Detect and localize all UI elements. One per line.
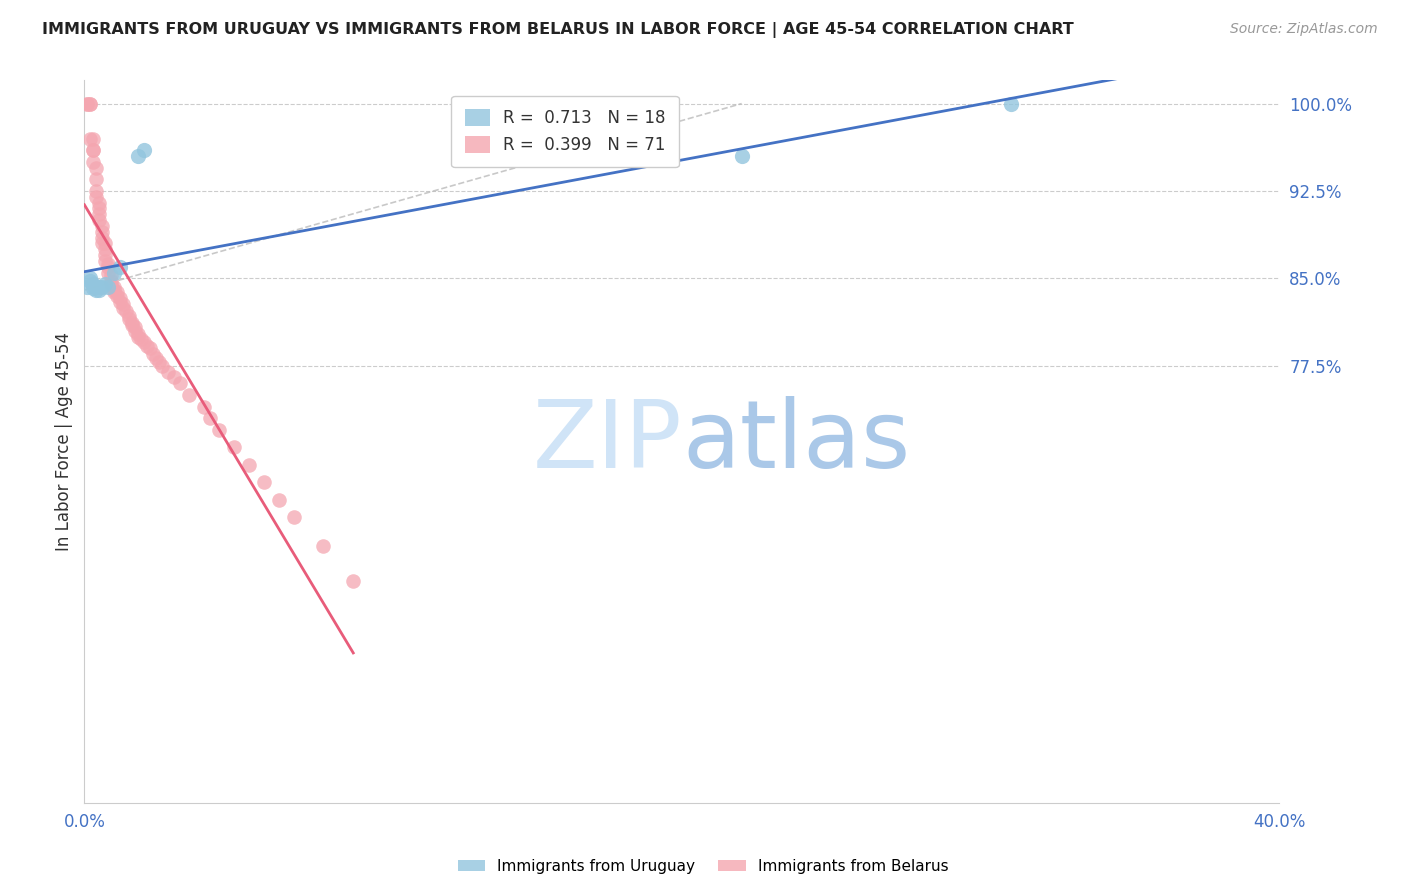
Text: atlas: atlas [682, 395, 910, 488]
Point [103, 283, 125, 297]
Point [169, 376, 191, 391]
Point [342, 574, 364, 589]
Point [97, 257, 120, 271]
Point [127, 149, 149, 163]
Point [208, 423, 231, 437]
Point [79, 96, 101, 111]
Point [86, 283, 108, 297]
Point [124, 324, 146, 338]
Point [86, 161, 108, 175]
Point [127, 329, 149, 343]
Legend: R =  0.713   N = 18, R =  0.399   N = 71: R = 0.713 N = 18, R = 0.399 N = 71 [451, 95, 679, 167]
Point [82, 154, 104, 169]
Point [177, 388, 200, 402]
Point [89, 279, 111, 293]
Point [91, 230, 114, 244]
Point [91, 236, 114, 251]
Point [198, 411, 221, 425]
Point [103, 266, 125, 280]
Point [150, 359, 173, 373]
Point [97, 279, 120, 293]
Point [91, 219, 114, 233]
Point [312, 540, 335, 554]
Point [89, 202, 111, 216]
Point [82, 131, 104, 145]
Point [731, 149, 754, 163]
Point [100, 268, 122, 282]
Point [1000, 96, 1022, 111]
Point [97, 260, 120, 274]
Point [121, 316, 143, 330]
Point [157, 365, 180, 379]
Point [163, 370, 186, 384]
Point [86, 184, 108, 198]
Point [94, 242, 117, 256]
Point [129, 332, 152, 346]
Point [118, 309, 141, 323]
Point [82, 281, 104, 295]
Point [76, 96, 98, 111]
Point [82, 143, 104, 157]
Point [100, 274, 122, 288]
Point [89, 207, 111, 221]
Text: IMMIGRANTS FROM URUGUAY VS IMMIGRANTS FROM BELARUS IN LABOR FORCE | AGE 45-54 CO: IMMIGRANTS FROM URUGUAY VS IMMIGRANTS FR… [42, 22, 1074, 38]
Point [76, 279, 98, 293]
Point [193, 400, 215, 414]
Point [112, 301, 135, 315]
Point [86, 279, 108, 293]
Point [148, 355, 170, 369]
Point [89, 195, 111, 210]
Point [89, 283, 111, 297]
Point [94, 254, 117, 268]
Point [86, 190, 108, 204]
Point [91, 225, 114, 239]
Point [79, 131, 101, 145]
Point [283, 510, 305, 524]
Point [97, 266, 120, 280]
Point [94, 248, 117, 262]
Point [267, 492, 290, 507]
Point [103, 279, 125, 293]
Point [82, 277, 104, 292]
Point [115, 304, 138, 318]
Point [253, 475, 276, 490]
Point [142, 347, 165, 361]
Point [105, 289, 128, 303]
Point [238, 458, 260, 472]
Point [82, 143, 104, 157]
Point [94, 236, 117, 251]
Point [112, 297, 135, 311]
Point [91, 279, 114, 293]
Point [222, 441, 245, 455]
Point [76, 96, 98, 111]
Point [110, 294, 132, 309]
Point [127, 327, 149, 342]
Point [139, 341, 162, 355]
Text: ZIP: ZIP [533, 395, 682, 488]
Legend: Immigrants from Uruguay, Immigrants from Belarus: Immigrants from Uruguay, Immigrants from… [451, 853, 955, 880]
Point [110, 260, 132, 274]
Point [118, 312, 141, 326]
Point [110, 291, 132, 305]
Point [132, 335, 156, 350]
Point [145, 351, 167, 365]
Text: Source: ZipAtlas.com: Source: ZipAtlas.com [1230, 22, 1378, 37]
Point [121, 318, 143, 332]
Point [100, 277, 122, 292]
Point [86, 172, 108, 186]
Point [124, 320, 146, 334]
Point [132, 143, 156, 157]
Point [79, 96, 101, 111]
Point [105, 285, 128, 300]
Point [94, 277, 117, 292]
Y-axis label: In Labor Force | Age 45-54: In Labor Force | Age 45-54 [55, 332, 73, 551]
Point [103, 285, 125, 300]
Point [136, 339, 159, 353]
Point [89, 213, 111, 227]
Point [79, 271, 101, 285]
Point [79, 274, 101, 288]
